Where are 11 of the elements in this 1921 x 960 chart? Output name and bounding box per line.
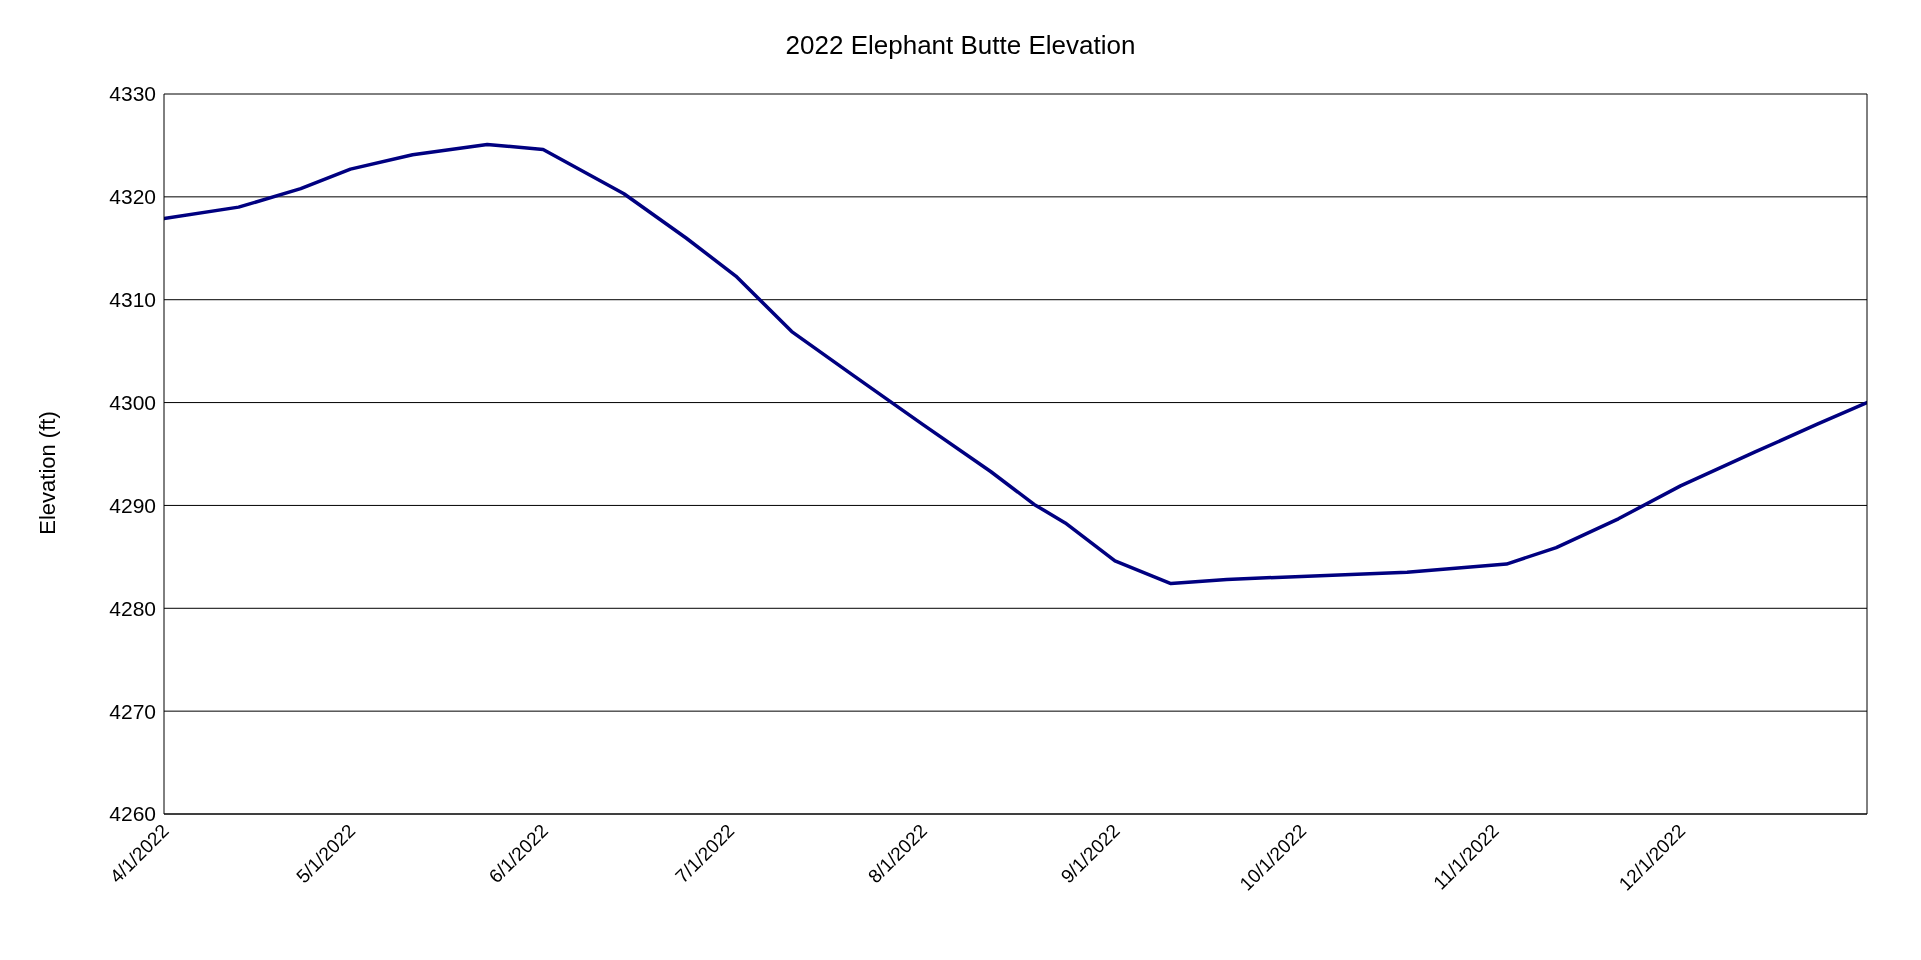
y-tick-label: 4330 <box>109 82 156 106</box>
y-tick-label: 4300 <box>109 391 156 415</box>
chart-title: 2022 Elephant Butte Elevation <box>784 30 1137 61</box>
y-tick-label: 4310 <box>109 288 156 312</box>
y-tick-label: 4280 <box>109 596 156 620</box>
line-series <box>164 142 1867 586</box>
y-tick-label: 4290 <box>109 493 156 517</box>
y-tick-label: 4320 <box>109 185 156 209</box>
y-tick-label: 4260 <box>109 802 156 826</box>
y-tick-label: 4270 <box>109 699 156 723</box>
y-axis-title: Elevation (ft) <box>35 411 61 535</box>
